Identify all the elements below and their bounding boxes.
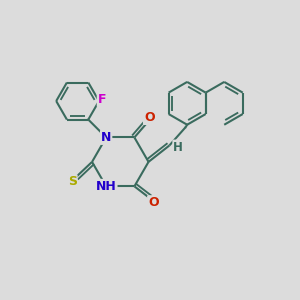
Text: O: O xyxy=(144,111,154,124)
Text: F: F xyxy=(98,93,106,106)
Text: N: N xyxy=(101,131,111,144)
Text: H: H xyxy=(173,140,183,154)
Text: S: S xyxy=(68,175,76,188)
Text: O: O xyxy=(148,196,159,209)
Text: NH: NH xyxy=(96,180,116,193)
